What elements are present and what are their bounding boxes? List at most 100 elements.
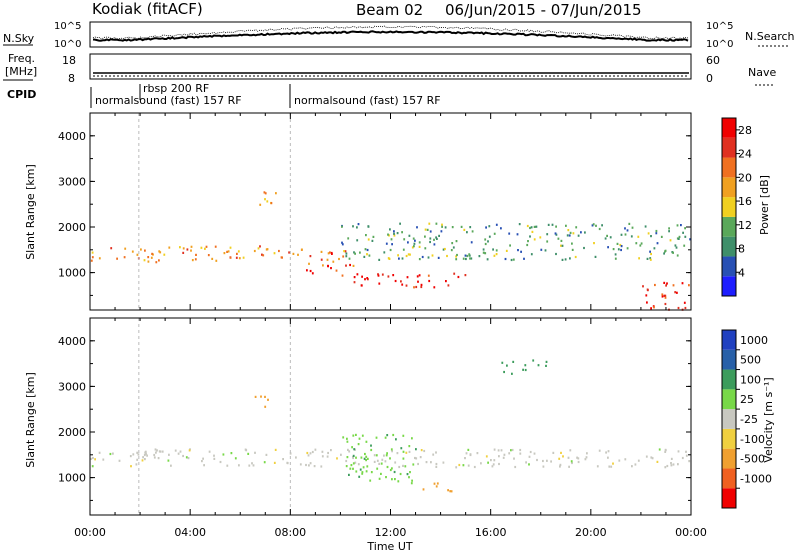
heatmap-cell: [497, 449, 500, 452]
heatmap-cell: [432, 453, 435, 456]
heatmap-cell: [688, 284, 690, 287]
colorbar-tick-label: 500: [740, 354, 761, 367]
heatmap-cell: [468, 253, 471, 256]
heatmap-cell: [676, 224, 679, 227]
heatmap-cell: [414, 239, 416, 242]
heatmap-cell: [400, 280, 402, 283]
heatmap-cell: [568, 234, 571, 237]
heatmap-cell: [264, 192, 267, 195]
heatmap-cell: [577, 457, 580, 460]
heatmap-cell: [170, 464, 172, 467]
heatmap-cell: [540, 248, 543, 251]
heatmap-cell: [365, 455, 368, 458]
heatmap-cell: [90, 259, 93, 262]
heatmap-cell: [630, 235, 633, 238]
heatmap-cell: [435, 222, 438, 225]
heatmap-cell: [488, 225, 491, 228]
heatmap-cell: [684, 235, 687, 238]
heatmap-cell: [338, 257, 340, 261]
heatmap-cell: [522, 368, 524, 371]
heatmap-cell: [567, 456, 570, 459]
heatmap-cell: [322, 264, 324, 267]
heatmap-cell: [433, 238, 435, 241]
heatmap-cell: [533, 225, 536, 228]
heatmap-cell: [484, 242, 487, 246]
heatmap-cell: [158, 250, 161, 253]
noise-strip-frame: [89, 21, 692, 48]
heatmap-cell: [367, 238, 370, 241]
heatmap-cell: [610, 465, 613, 468]
heatmap-cell: [226, 464, 229, 467]
heatmap-cell: [370, 448, 373, 452]
heatmap-cell: [386, 465, 389, 469]
x-tick-label: 08:00: [274, 526, 306, 539]
colorbar-tick-label: 24: [738, 148, 752, 161]
heatmap-cell: [94, 458, 96, 461]
heatmap-cell: [495, 223, 498, 226]
heatmap-cell: [416, 275, 419, 278]
heatmap-cell: [605, 451, 607, 454]
power-heatmap: [90, 113, 691, 311]
heatmap-cell: [646, 257, 649, 260]
power-y-label: Slant Range [km]: [24, 164, 37, 260]
heatmap-cell: [353, 281, 356, 284]
colorbar-segment: [722, 488, 736, 508]
heatmap-cell: [391, 243, 393, 246]
heatmap-cell: [393, 230, 395, 233]
colorbar-segment: [722, 330, 736, 350]
heatmap-cell: [451, 226, 454, 229]
heatmap-cell: [572, 232, 575, 235]
heatmap-cell: [664, 449, 667, 452]
heatmap-cell: [669, 239, 672, 242]
heatmap-cell: [441, 225, 443, 228]
heatmap-cell: [415, 448, 417, 451]
cpid-rbsp: rbsp 200 RF: [143, 82, 209, 95]
heatmap-cell: [595, 224, 597, 227]
heatmap-cell: [628, 222, 631, 225]
heatmap-cell: [352, 434, 355, 437]
heatmap-cell: [569, 449, 572, 452]
heatmap-cell: [332, 260, 335, 263]
heatmap-cell: [321, 455, 324, 458]
heatmap-cell: [381, 273, 384, 276]
heatmap-cell: [664, 249, 667, 252]
heatmap-cell: [428, 222, 431, 225]
heatmap-cell: [348, 257, 351, 260]
heatmap-cell: [545, 364, 547, 367]
heatmap-cell: [517, 249, 519, 252]
heatmap-cell: [498, 455, 500, 458]
heatmap-cell: [288, 251, 290, 254]
heatmap-cell: [441, 223, 443, 226]
heatmap-cell: [408, 450, 411, 453]
heatmap-cell: [405, 451, 408, 454]
velocity-colorbar-label: Velocity [m s⁻¹]: [762, 377, 775, 462]
heatmap-cell: [455, 466, 458, 469]
heatmap-cell: [429, 237, 432, 240]
heatmap-cell: [387, 275, 390, 278]
heatmap-cell: [98, 257, 101, 260]
heatmap-cell: [423, 449, 426, 453]
heatmap-cell: [614, 257, 617, 260]
heatmap-cell: [389, 248, 392, 252]
heatmap-cell: [464, 254, 467, 257]
heatmap-cell: [451, 242, 454, 245]
heatmap-cell: [392, 433, 395, 437]
heatmap-cell: [526, 224, 529, 228]
heatmap-cell: [394, 461, 397, 464]
heatmap-cell: [524, 368, 527, 372]
heatmap-cell: [384, 436, 387, 439]
heatmap-cell: [385, 242, 388, 245]
heatmap-cell: [405, 254, 408, 258]
heatmap-cell: [344, 250, 347, 253]
heatmap-cell: [685, 450, 687, 453]
heatmap-cell: [263, 461, 266, 464]
heatmap-cell: [585, 456, 588, 459]
heatmap-cell: [92, 456, 94, 460]
heatmap-cell: [685, 454, 688, 457]
heatmap-cell: [547, 223, 550, 226]
colorbar-segment: [722, 197, 736, 217]
colorbar-tick-label: 1000: [740, 334, 768, 347]
heatmap-cell: [596, 465, 599, 468]
heatmap-cell: [650, 456, 653, 459]
heatmap-cell: [683, 301, 686, 304]
